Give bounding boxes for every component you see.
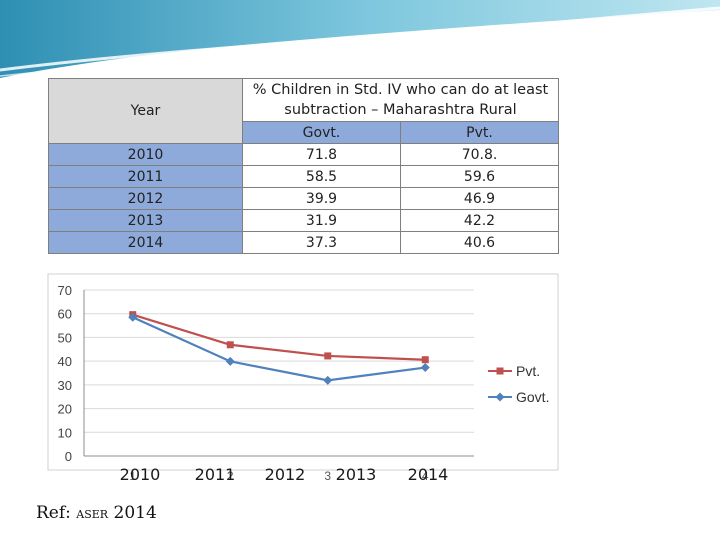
legend-marker: [495, 392, 505, 402]
table-title: % Children in Std. IV who can do at leas…: [242, 78, 559, 122]
govt-cell: 39.9: [242, 187, 401, 210]
govt-point: [323, 375, 333, 385]
pvt-cell: 70.8.: [400, 143, 559, 166]
legend-label: Govt.: [516, 389, 549, 405]
pvt-column-header: Pvt.: [400, 121, 559, 144]
y-tick-label: 70: [58, 283, 72, 298]
x-year-label: 2014: [408, 465, 449, 484]
data-table: Year % Children in Std. IV who can do at…: [48, 78, 559, 254]
reference-source: ASER: [76, 508, 109, 521]
x-tick-label: 2: [227, 469, 234, 483]
govt-point: [225, 356, 235, 366]
table-row: 2014 37.3 40.6: [48, 231, 559, 254]
x-year-label: 2011: [195, 465, 236, 484]
x-year-label: 2010: [120, 465, 161, 484]
x-year-label: 2012: [265, 465, 306, 484]
y-tick-label: 10: [58, 425, 72, 440]
govt-point: [128, 312, 138, 322]
govt-cell: 58.5: [242, 165, 401, 188]
x-tick-label: 3: [324, 469, 331, 483]
y-tick-label: 60: [58, 307, 72, 322]
y-tick-label: 50: [58, 330, 72, 345]
y-tick-label: 30: [58, 378, 72, 393]
reference-note: Ref: ASER 2014: [36, 503, 157, 523]
table-row: 2010 71.8 70.8.: [48, 143, 559, 166]
reference-year: 2014: [113, 503, 157, 523]
govt-point: [420, 363, 430, 373]
table-title-line-2: subtraction – Maharashtra Rural: [284, 102, 517, 118]
table-row: 2012 39.9 46.9: [48, 187, 559, 210]
table-row: 2011 58.5 59.6: [48, 165, 559, 188]
table-title-line-1: % Children in Std. IV who can do at leas…: [252, 82, 549, 98]
y-tick-label: 20: [58, 402, 72, 417]
year-cell: 2010: [48, 143, 243, 166]
y-tick-label: 40: [58, 354, 72, 369]
series-line-govt: [132, 316, 426, 382]
x-year-label: 2013: [336, 465, 377, 484]
pvt-point: [421, 356, 429, 364]
reference-prefix: Ref:: [36, 503, 71, 523]
header-swoosh-decoration: [0, 0, 720, 78]
x-tick-label: 4: [422, 469, 429, 483]
year-cell: 2012: [48, 187, 243, 210]
year-cell: 2014: [48, 231, 243, 254]
year-cell: 2013: [48, 209, 243, 232]
y-tick-label: 0: [65, 449, 72, 464]
x-tick-label: 1: [129, 469, 136, 483]
govt-cell: 71.8: [242, 143, 401, 166]
pvt-point: [324, 352, 332, 360]
pvt-cell: 40.6: [400, 231, 559, 254]
year-cell: 2011: [48, 165, 243, 188]
pvt-cell: 46.9: [400, 187, 559, 210]
pvt-point: [226, 341, 234, 349]
pvt-cell: 42.2: [400, 209, 559, 232]
legend-label: Pvt.: [516, 363, 540, 379]
pvt-cell: 59.6: [400, 165, 559, 188]
chart-frame: [47, 273, 559, 471]
govt-column-header: Govt.: [242, 121, 401, 144]
govt-cell: 37.3: [242, 231, 401, 254]
govt-cell: 31.9: [242, 209, 401, 232]
year-header: Year: [48, 78, 243, 144]
table-row: 2013 31.9 42.2: [48, 209, 559, 232]
legend-marker: [496, 367, 504, 375]
series-line-pvt: [132, 313, 426, 361]
line-chart: 0 10 20 30 40 50 60 70 1 2 3 4 2010 2011 2012 2013 2014 P…: [0, 270, 720, 500]
